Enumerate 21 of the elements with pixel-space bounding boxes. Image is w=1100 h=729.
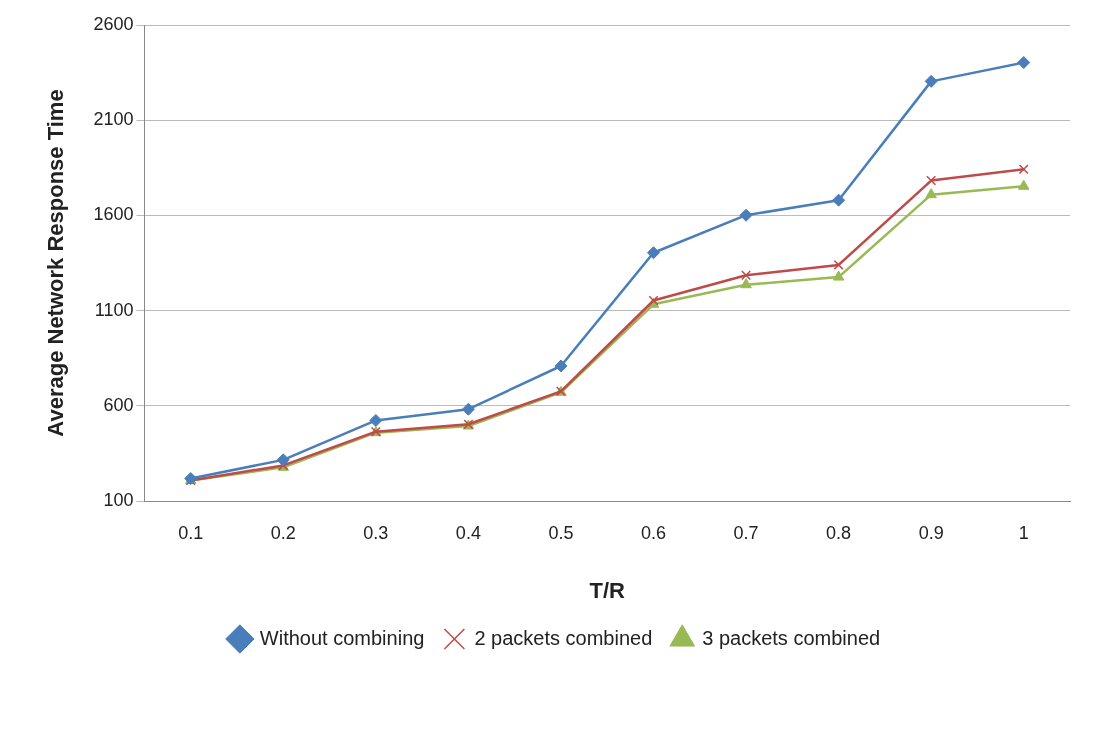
x-tick-label: 0.2 <box>270 522 296 543</box>
y-tick-label: 1600 <box>93 204 134 225</box>
y-tick-label: 1100 <box>94 299 134 320</box>
x-axis-title: T/R <box>589 577 626 603</box>
y-axis-title: Average Network Response Time <box>43 89 69 437</box>
y-tick-label: 2600 <box>93 13 134 34</box>
y-tick-label: 600 <box>103 394 134 415</box>
x-tick-label: 0.5 <box>548 522 574 543</box>
x-tick-label: 0.9 <box>918 522 944 543</box>
legend-label: Without combining <box>259 626 425 649</box>
y-tick-label: 2100 <box>93 109 134 130</box>
y-tick-label: 100 <box>103 489 134 510</box>
legend-label: 3 packets combined <box>702 626 881 649</box>
x-tick-label: 0.7 <box>733 522 759 543</box>
x-tick-label: 0.3 <box>363 522 389 543</box>
x-tick-label: 0.4 <box>455 522 481 543</box>
legend-label: 2 packets combined <box>474 626 653 649</box>
x-tick-label: 1 <box>1018 522 1029 543</box>
x-tick-label: 0.8 <box>826 522 852 543</box>
x-tick-label: 0.1 <box>178 522 204 543</box>
x-tick-label: 0.6 <box>640 522 667 543</box>
